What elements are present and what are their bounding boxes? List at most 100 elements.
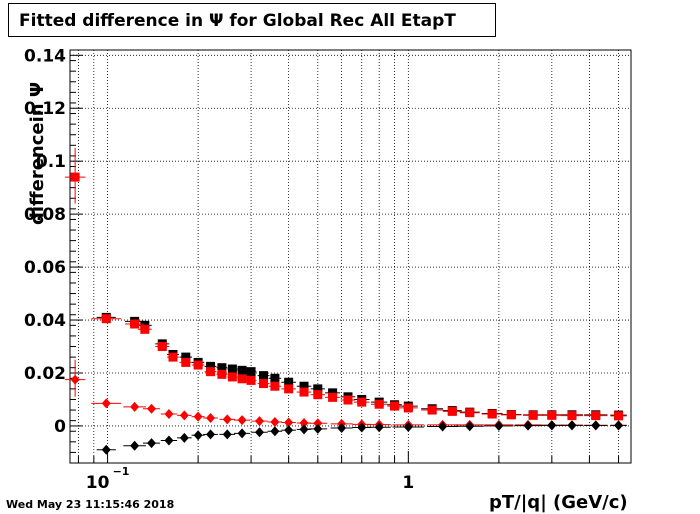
data-point [270, 373, 280, 383]
data-point [487, 409, 497, 419]
data-point [255, 427, 265, 438]
y-tick-label: 0.02 [24, 364, 66, 384]
data-point [206, 361, 216, 371]
data-point [227, 372, 237, 382]
data-point [259, 379, 269, 389]
data-point [390, 401, 400, 411]
data-point [147, 438, 157, 449]
data-point [237, 365, 247, 375]
data-point [130, 401, 140, 412]
data-point [427, 405, 437, 415]
data-point [179, 410, 189, 421]
data-point [465, 421, 475, 432]
y-tick-label: 0.04 [24, 311, 66, 331]
y-tick-label: 0.06 [24, 258, 66, 278]
data-point [284, 384, 294, 394]
data-point [101, 314, 111, 324]
data-point [227, 364, 237, 374]
data-point [164, 435, 174, 446]
data-point [343, 395, 353, 405]
data-point [299, 387, 309, 397]
y-tick-label: 0.1 [36, 152, 66, 172]
data-point [506, 410, 516, 420]
data-point [237, 415, 247, 426]
data-point [547, 420, 557, 431]
data-point [591, 411, 601, 421]
data-point [523, 420, 533, 431]
data-point [328, 388, 338, 398]
data-point [130, 440, 140, 451]
data-point [547, 410, 557, 420]
data-point [465, 408, 475, 418]
data-point [494, 420, 504, 431]
data-point [447, 406, 457, 416]
data-point [313, 390, 323, 400]
data-point [299, 418, 309, 429]
data-point [374, 399, 384, 409]
data-point [70, 374, 80, 385]
data-point [374, 422, 384, 433]
y-tick-label: 0 [54, 417, 66, 437]
timestamp: Wed May 23 11:15:46 2018 [6, 498, 175, 511]
data-point [246, 367, 256, 377]
data-point [147, 403, 157, 414]
data-point [313, 418, 323, 429]
data-point [284, 377, 294, 387]
data-point [130, 319, 140, 329]
data-point [299, 424, 309, 435]
data-point [217, 363, 227, 373]
data-point [246, 375, 256, 385]
data-point [284, 417, 294, 428]
data-point [217, 369, 227, 379]
data-point [70, 172, 80, 182]
data-point [614, 420, 624, 431]
x-tick-label: 1 [402, 473, 414, 493]
chart-title: Fitted difference in Ψ for Global Rec Al… [8, 3, 496, 37]
data-point [237, 374, 247, 384]
data-point [140, 324, 150, 334]
data-point [528, 410, 538, 420]
data-point [164, 409, 174, 420]
data-point [222, 429, 232, 440]
y-axis-label: differencein Ψ [27, 81, 48, 225]
data-point [101, 444, 111, 455]
data-point [206, 429, 216, 440]
data-point [313, 423, 323, 434]
data-point [357, 422, 367, 433]
data-point [299, 381, 309, 391]
data-point [101, 398, 111, 409]
x-tick-label: 10 [86, 473, 110, 493]
data-point [193, 411, 203, 422]
data-point [181, 352, 191, 362]
data-point [438, 421, 448, 432]
data-point [614, 411, 624, 421]
x-tick-exponent: −1 [113, 465, 130, 478]
data-point [181, 357, 191, 367]
data-point [222, 414, 232, 425]
data-point [313, 384, 323, 394]
data-point [270, 381, 280, 391]
x-axis-label: pT/|q| (GeV/c) [489, 492, 628, 513]
y-tick-label: 0.08 [24, 205, 66, 225]
data-point [337, 423, 347, 434]
data-point [270, 426, 280, 437]
data-point [193, 430, 203, 441]
data-point [157, 342, 167, 352]
data-point [255, 416, 265, 427]
data-point [567, 420, 577, 431]
data-point [328, 392, 338, 402]
data-point [357, 397, 367, 407]
data-point [591, 420, 601, 431]
data-point [567, 411, 577, 421]
data-point [403, 421, 413, 432]
data-point [193, 360, 203, 370]
data-point [403, 403, 413, 413]
data-point [206, 367, 216, 377]
data-point [179, 432, 189, 443]
y-tick-label: 0.14 [24, 46, 66, 66]
data-point [206, 412, 216, 423]
y-tick-label: 0.12 [24, 99, 66, 119]
data-point [284, 425, 294, 436]
data-point [270, 416, 280, 427]
